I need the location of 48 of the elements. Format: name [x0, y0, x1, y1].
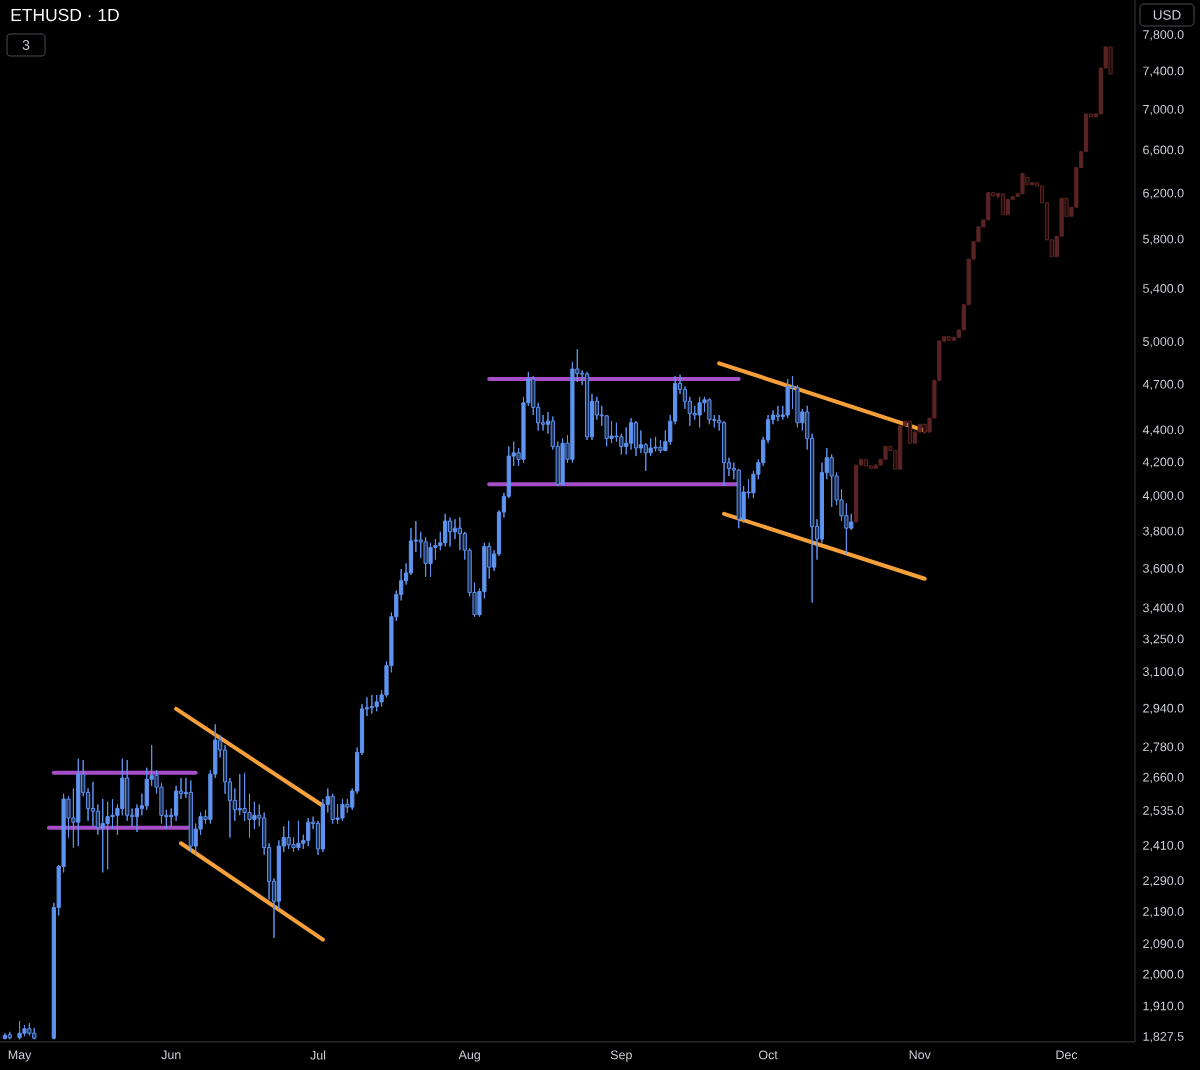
- candlestick: [7, 1031, 12, 1040]
- x-tick-label: May: [8, 1050, 32, 1062]
- y-tick-label: 7,400.0: [1143, 66, 1184, 77]
- candlestick: [863, 458, 869, 467]
- candlestick: [2, 1032, 8, 1040]
- y-tick-label: 2,290.0: [1143, 876, 1184, 887]
- candlestick: [584, 371, 590, 441]
- x-tick-label: Jul: [310, 1050, 326, 1060]
- y-tick-label: 5,000.0: [1143, 337, 1184, 348]
- y-tick-label: 7,800.0: [1143, 30, 1184, 41]
- y-tick-label: 2,780.0: [1143, 742, 1184, 753]
- y-tick-label: 6,200.0: [1143, 188, 1184, 199]
- candlestick: [907, 420, 913, 444]
- y-tick-label: 2,190.0: [1143, 907, 1184, 918]
- y-tick-label: 6,600.0: [1143, 145, 1184, 156]
- y-tick-label: 4,400.0: [1142, 425, 1184, 436]
- annotation: 3: [22, 40, 30, 50]
- y-tick-label: 3,800.0: [1143, 526, 1184, 537]
- y-tick-label: 2,535.0: [1143, 806, 1184, 817]
- y-tick-label: 1,910.0: [1143, 1001, 1184, 1012]
- y-tick-label: 1,827.5: [1143, 1032, 1184, 1043]
- x-tick-label: Nov: [909, 1050, 931, 1060]
- y-tick-label: 4,700.0: [1142, 379, 1184, 391]
- y-tick-label: 2,090.0: [1143, 939, 1184, 950]
- x-tick-label: Oct: [759, 1050, 778, 1060]
- y-tick-label: 2,940.0: [1143, 703, 1184, 715]
- x-tick-label: Dec: [1056, 1050, 1078, 1060]
- y-tick-label: 7,000.0: [1143, 104, 1184, 116]
- y-tick-label: 3,600.0: [1143, 563, 1184, 575]
- chart-title: ETHUSD · 1D: [11, 8, 119, 22]
- y-tick-label: 4,000.0: [1142, 491, 1184, 502]
- candlestick: [946, 336, 952, 342]
- y-tick-label: 5,800.0: [1143, 234, 1184, 245]
- y-tick-label: 5,400.0: [1143, 284, 1184, 295]
- y-tick-label: 2,000.0: [1143, 969, 1184, 981]
- x-tick-label: Jun: [161, 1050, 181, 1060]
- y-tick-label: 3,250.0: [1143, 634, 1184, 645]
- y-tick-label: 3,100.0: [1143, 667, 1184, 678]
- y-tick-label: 4,200.0: [1142, 457, 1184, 468]
- y-tick-label: 2,410.0: [1143, 840, 1184, 852]
- y-tick-label: 3,400.0: [1143, 603, 1184, 614]
- y-axis-title: USD: [1153, 10, 1181, 20]
- x-tick-label: Sep: [610, 1050, 632, 1062]
- x-tick-label: Aug: [458, 1050, 480, 1062]
- candlestick: [633, 420, 639, 457]
- candlestick: [447, 516, 453, 547]
- y-tick-label: 2,660.0: [1143, 772, 1184, 784]
- candlestick: [1000, 193, 1006, 216]
